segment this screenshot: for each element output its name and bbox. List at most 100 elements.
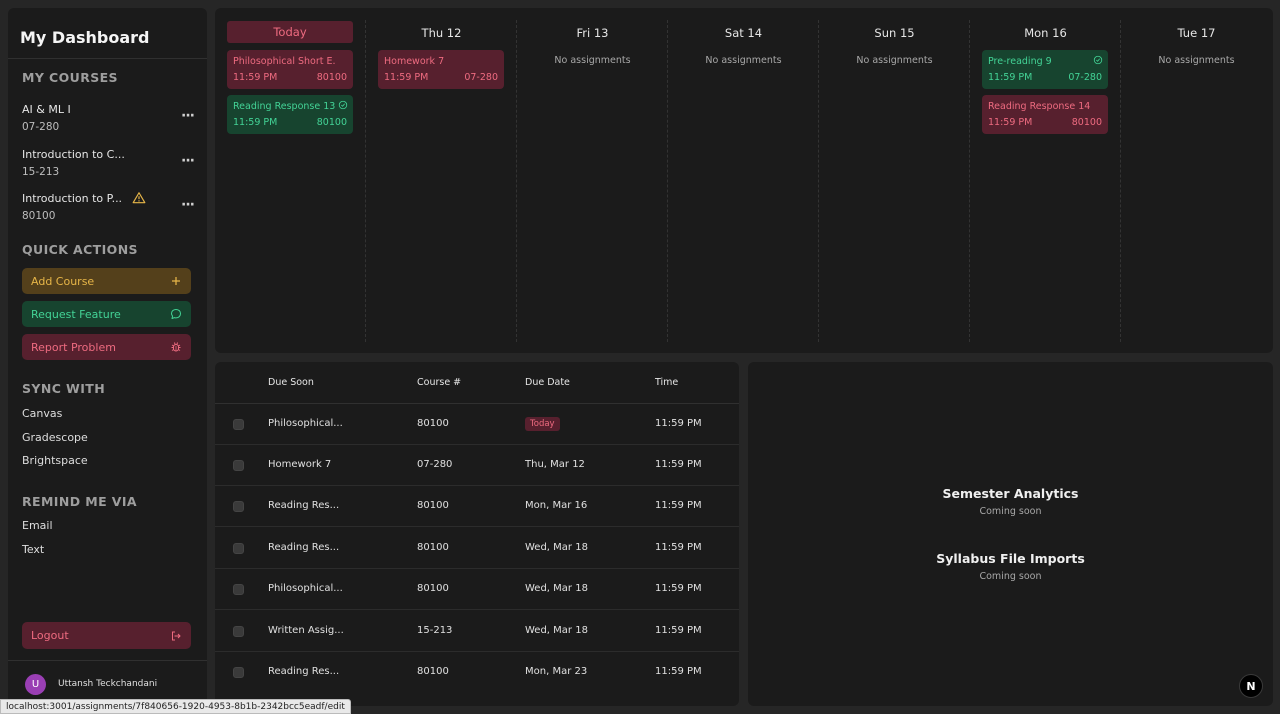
- due-date: Mon, Mar 23: [525, 666, 588, 677]
- assignment-course: 80100: [1071, 117, 1102, 128]
- course-item[interactable]: AI & ML I 07-280 ···: [22, 103, 195, 139]
- table-row[interactable]: Philosophical... 80100 Today 11:59 PM: [215, 404, 739, 445]
- semester-analytics-title: Semester Analytics: [942, 486, 1079, 501]
- avatar[interactable]: U: [25, 674, 46, 695]
- syllabus-imports-subtitle: Coming soon: [979, 571, 1042, 582]
- sync-gradescope-link[interactable]: Gradescope: [22, 431, 88, 444]
- due-time: 11:59 PM: [655, 459, 702, 470]
- due-date: Wed, Mar 18: [525, 625, 588, 636]
- column-divider: [667, 20, 668, 342]
- no-assignments-text: No assignments: [705, 55, 782, 66]
- assignment-name: Philosophical...: [268, 583, 343, 594]
- semester-analytics-subtitle: Coming soon: [979, 506, 1042, 517]
- warning-icon: [132, 192, 146, 204]
- due-date: Thu, Mar 12: [525, 459, 585, 470]
- course-name: Introduction to P...: [22, 192, 123, 205]
- more-options-icon[interactable]: ···: [181, 153, 195, 169]
- course-number: 80100: [417, 542, 449, 553]
- table-row[interactable]: Philosophical... 80100 Wed, Mar 18 11:59…: [215, 569, 739, 610]
- day-column-today: Today Philosophical Short E... 11:59 PM …: [215, 20, 366, 342]
- table-row[interactable]: Reading Res... 80100 Wed, Mar 18 11:59 P…: [215, 528, 739, 569]
- day-header: Thu 12: [421, 26, 462, 40]
- column-header-due-soon[interactable]: Due Soon: [268, 377, 314, 388]
- report-problem-button[interactable]: Report Problem: [22, 334, 191, 360]
- row-checkbox[interactable]: [233, 626, 244, 637]
- quick-actions-heading: QUICK ACTIONS: [22, 242, 138, 257]
- sidebar: My Dashboard MY COURSES AI & ML I 07-280…: [8, 8, 207, 704]
- divider: [8, 58, 207, 59]
- due-time: 11:59 PM: [655, 418, 702, 429]
- no-assignments-text: No assignments: [554, 55, 631, 66]
- assignment-time: 11:59 PM: [384, 72, 429, 83]
- day-header: Mon 16: [1024, 26, 1067, 40]
- bug-icon: [171, 342, 181, 352]
- assignment-card[interactable]: Reading Response 14 11:59 PM 80100: [982, 95, 1108, 134]
- assignment-card[interactable]: Reading Response 13 11:59 PM 80100: [227, 95, 353, 134]
- assignment-name: Reading Res...: [268, 500, 340, 511]
- row-checkbox[interactable]: [233, 419, 244, 430]
- sync-canvas-link[interactable]: Canvas: [22, 407, 63, 420]
- row-checkbox[interactable]: [233, 667, 244, 678]
- remind-text-link[interactable]: Text: [22, 543, 45, 556]
- due-date: Wed, Mar 18: [525, 542, 588, 553]
- check-circle-icon: [338, 100, 348, 110]
- sync-brightspace-link[interactable]: Brightspace: [22, 454, 88, 467]
- due-time: 11:59 PM: [655, 583, 702, 594]
- course-number: 80100: [417, 500, 449, 511]
- report-problem-label: Report Problem: [31, 340, 116, 354]
- row-checkbox[interactable]: [233, 543, 244, 554]
- no-assignments-text: No assignments: [856, 55, 933, 66]
- column-header-due-date[interactable]: Due Date: [525, 377, 570, 388]
- plus-icon: [172, 277, 180, 285]
- assignment-name: Reading Res...: [268, 666, 340, 677]
- table-row[interactable]: Reading Res... 80100 Mon, Mar 23 11:59 P…: [215, 652, 739, 693]
- row-checkbox[interactable]: [233, 460, 244, 471]
- day-column-mon: Mon 16 Pre-reading 9 11:59 PM 07-280 Rea…: [970, 20, 1121, 342]
- no-assignments-text: No assignments: [1158, 55, 1235, 66]
- course-item[interactable]: Introduction to C... 15-213 ···: [22, 148, 195, 184]
- add-course-label: Add Course: [31, 274, 95, 288]
- dashboard-title: My Dashboard: [20, 28, 150, 47]
- table-row[interactable]: Homework 7 07-280 Thu, Mar 12 11:59 PM: [215, 445, 739, 486]
- logout-button[interactable]: Logout: [22, 622, 191, 649]
- due-time: 11:59 PM: [655, 500, 702, 511]
- assignment-course: 07-280: [1068, 72, 1102, 83]
- table-row[interactable]: Reading Res... 80100 Mon, Mar 16 11:59 P…: [215, 486, 739, 527]
- assignment-title: Reading Response 14: [988, 101, 1090, 112]
- week-calendar: Today Philosophical Short E... 11:59 PM …: [215, 8, 1273, 353]
- row-checkbox[interactable]: [233, 501, 244, 512]
- more-options-icon[interactable]: ···: [181, 108, 195, 124]
- due-date-badge: Today: [525, 417, 560, 431]
- sync-with-heading: SYNC WITH: [22, 381, 106, 396]
- row-checkbox[interactable]: [233, 584, 244, 595]
- day-column-sun: Sun 15 No assignments: [819, 20, 970, 342]
- course-item[interactable]: Introduction to P... 80100 ···: [22, 192, 195, 228]
- due-time: 11:59 PM: [655, 542, 702, 553]
- check-circle-icon: [1093, 55, 1103, 65]
- column-header-time[interactable]: Time: [655, 377, 679, 388]
- nextjs-dev-badge[interactable]: N: [1239, 674, 1263, 698]
- column-divider: [969, 20, 970, 342]
- assignment-card[interactable]: Homework 7 11:59 PM 07-280: [378, 50, 504, 89]
- course-code: 07-280: [22, 121, 60, 133]
- day-header: Fri 13: [576, 26, 609, 40]
- remind-email-link[interactable]: Email: [22, 519, 53, 532]
- column-header-course[interactable]: Course #: [417, 377, 462, 388]
- due-time: 11:59 PM: [655, 625, 702, 636]
- request-feature-label: Request Feature: [31, 307, 121, 321]
- day-column-tue: Tue 17 No assignments: [1121, 20, 1272, 342]
- assignment-time: 11:59 PM: [233, 117, 278, 128]
- column-divider: [1120, 20, 1121, 342]
- request-feature-button[interactable]: Request Feature: [22, 301, 191, 327]
- assignment-card[interactable]: Philosophical Short E... 11:59 PM 80100: [227, 50, 353, 89]
- chat-bubble-icon: [171, 309, 181, 319]
- more-options-icon[interactable]: ···: [181, 197, 195, 213]
- table-row[interactable]: Written Assig... 15-213 Wed, Mar 18 11:5…: [215, 611, 739, 652]
- assignment-time: 11:59 PM: [988, 117, 1033, 128]
- course-name: AI & ML I: [22, 103, 71, 116]
- course-code: 80100: [22, 210, 56, 222]
- assignment-title: Homework 7: [384, 56, 445, 67]
- divider: [215, 403, 739, 404]
- add-course-button[interactable]: Add Course: [22, 268, 191, 294]
- assignment-card[interactable]: Pre-reading 9 11:59 PM 07-280: [982, 50, 1108, 89]
